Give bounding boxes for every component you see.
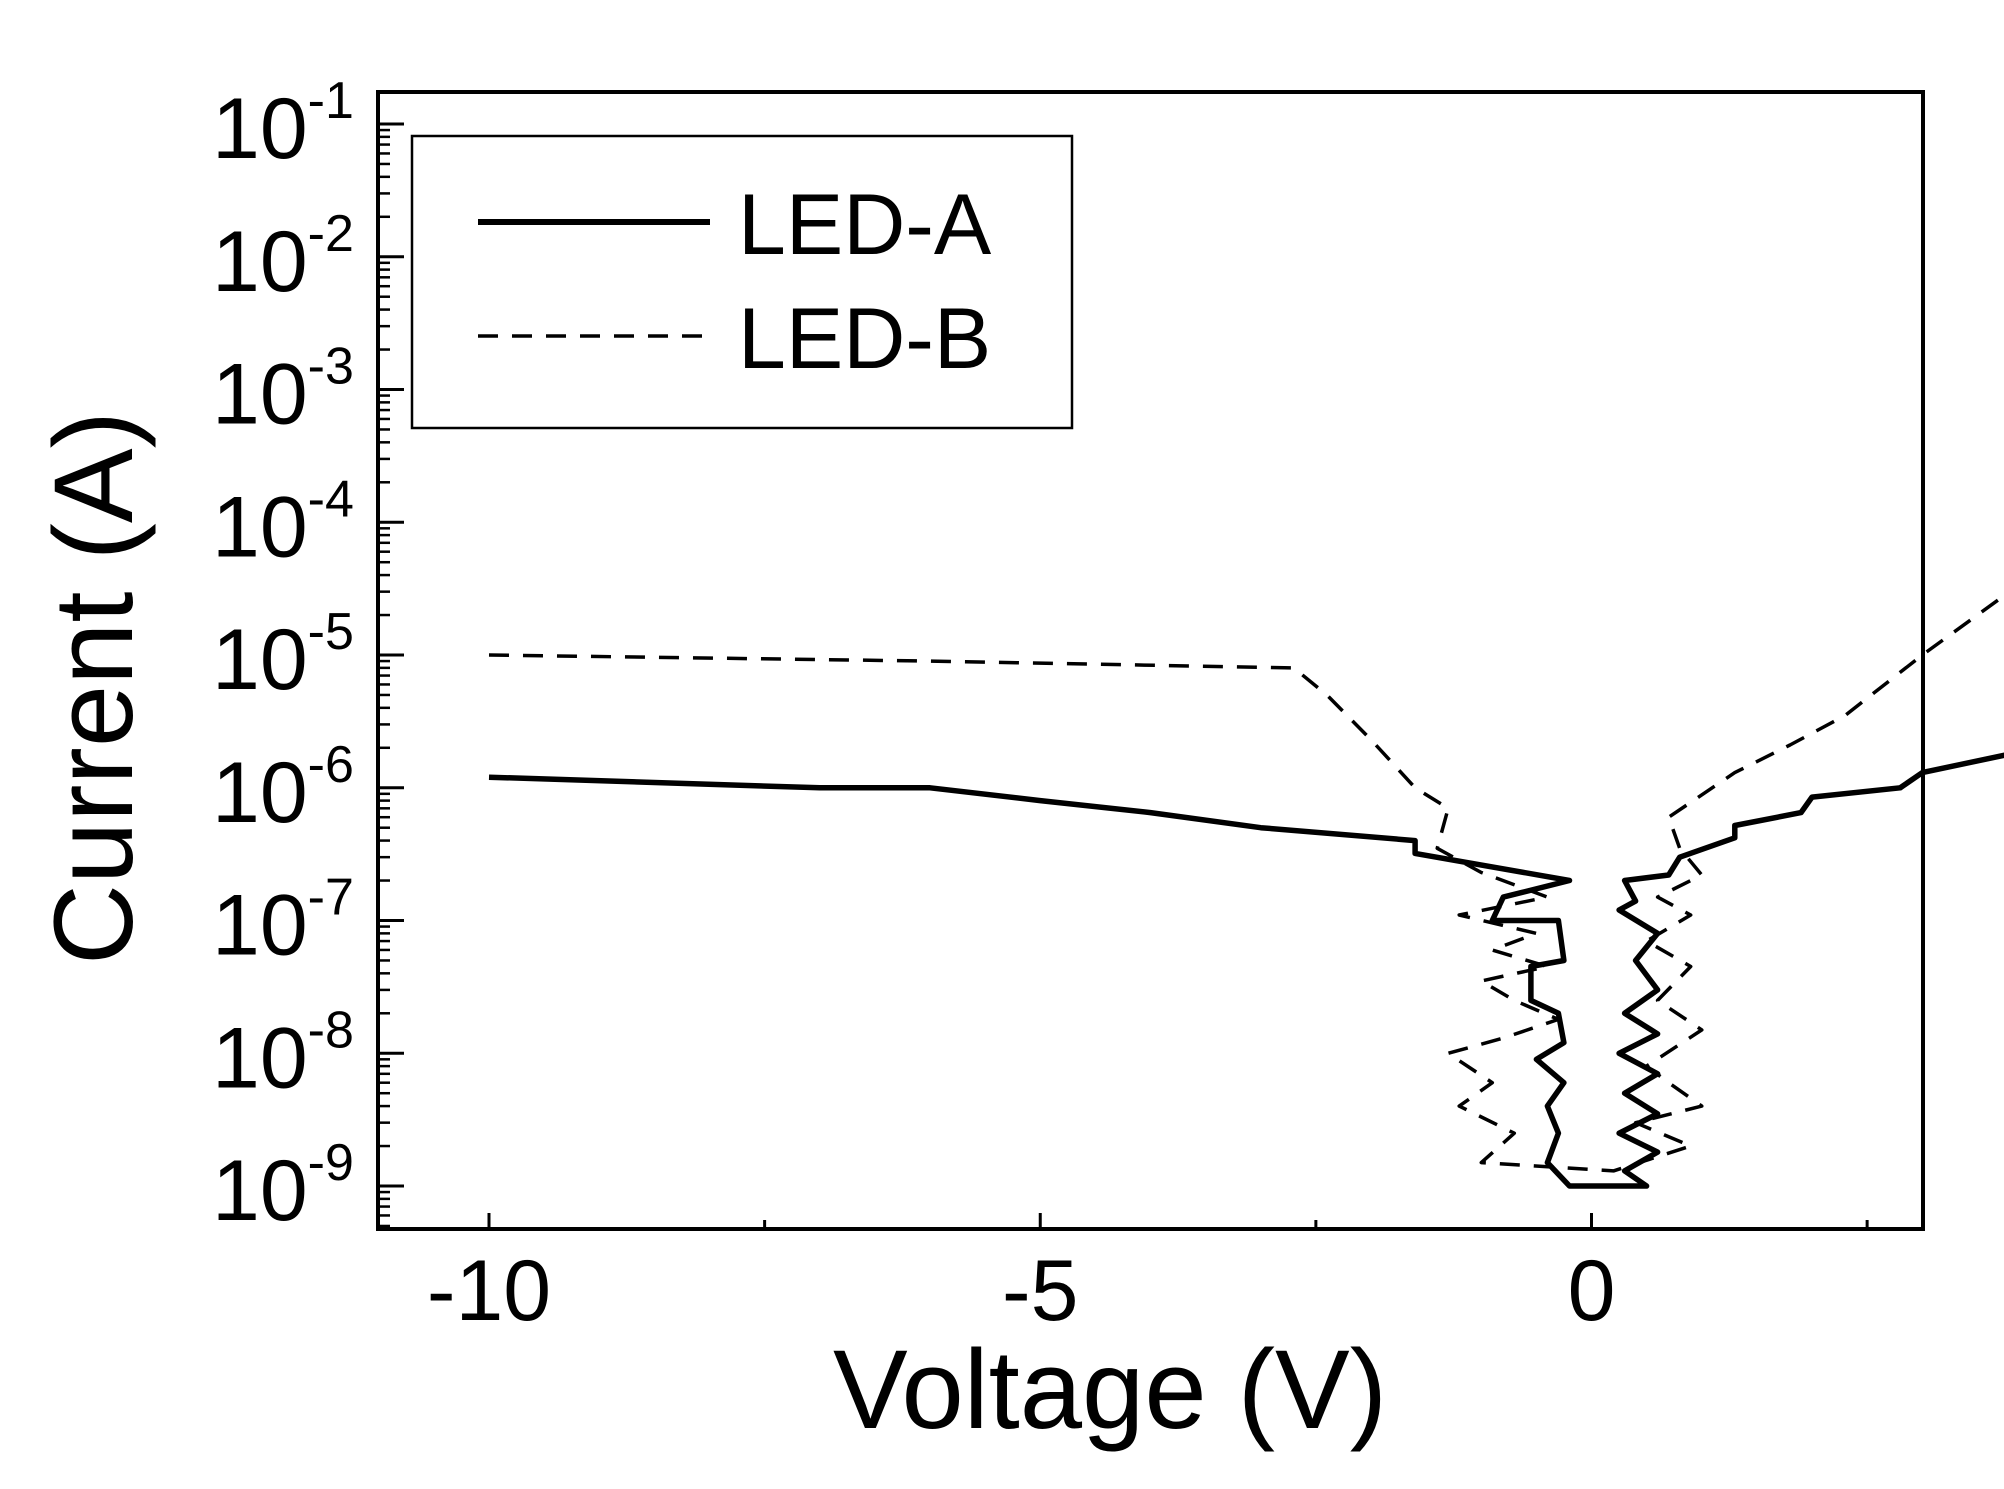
y-tick-label: 10-1	[212, 72, 354, 177]
y-axis-label: Current (A)	[31, 411, 156, 965]
series-line-led-a	[488, 752, 2004, 1189]
series-line-led-b	[488, 593, 2004, 1173]
y-tick-label: 10-6	[212, 736, 354, 841]
legend: LED-A LED-B	[410, 134, 1074, 430]
y-tick-label: 10-7	[212, 869, 354, 974]
x-axis-label: Voltage (V)	[833, 1327, 1387, 1452]
y-axis-ticks: 10-9 10-8 10-7 10-6 10-5 10-4 10-3 10-2 10-1	[212, 72, 404, 1239]
y-tick-label: 10-3	[212, 338, 354, 443]
legend-label-led-b: LED-B	[738, 291, 991, 387]
x-tick-label: -5	[1002, 1243, 1078, 1339]
x-tick-label: -10	[427, 1243, 551, 1339]
y-tick-label: 10-2	[212, 205, 354, 310]
x-tick-label: 0	[1568, 1243, 1616, 1339]
x-axis-ticks: -10-505101520	[427, 1213, 1869, 1339]
y-tick-label: 10-4	[212, 470, 354, 575]
series-layer	[488, 593, 2004, 1189]
legend-box	[410, 134, 1074, 430]
legend-label-led-a: LED-A	[738, 177, 992, 273]
y-tick-label: 10-5	[212, 603, 354, 708]
y-tick-label: 10-8	[212, 1001, 354, 1106]
y-tick-label: 10-9	[212, 1134, 354, 1239]
